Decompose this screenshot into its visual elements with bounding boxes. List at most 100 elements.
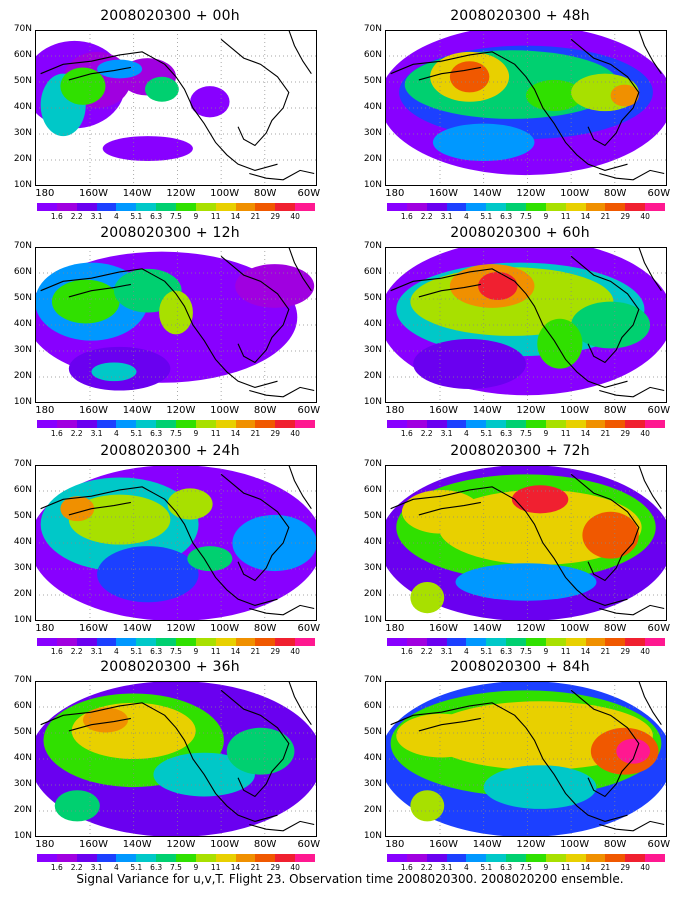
longitude-tick-label: 120W (516, 839, 546, 850)
longitude-tick-label: 180 (35, 623, 55, 634)
colorbar-label: 2.2 (420, 429, 433, 438)
longitude-tick-label: 180 (385, 405, 405, 416)
colorbar-swatch (545, 420, 566, 428)
longitude-tick-label: 140W (472, 188, 502, 199)
colorbar-label: 11 (210, 647, 221, 656)
colorbar-label: 9 (193, 212, 199, 221)
coastline (418, 283, 481, 298)
longitude-tick-label: 180 (35, 188, 55, 199)
latitude-tick-label: 10N (13, 615, 32, 625)
colorbar-swatch (76, 854, 97, 862)
colorbar-swatch (156, 420, 177, 428)
colorbar-swatch (406, 203, 427, 211)
colorbar-swatch (96, 203, 117, 211)
map-frame (385, 465, 667, 621)
colorbar-swatch (645, 420, 666, 428)
variance-contour-region (526, 79, 583, 112)
longitude-tick-label: 160W (428, 623, 458, 634)
colorbar-swatch (426, 638, 447, 646)
colorbar-swatch (235, 638, 256, 646)
colorbar-label: 2.2 (420, 647, 433, 656)
colorbar-swatch (466, 854, 487, 862)
latitude-tick-label: 20N (363, 371, 382, 381)
longitude-tick-label: 60W (647, 188, 671, 199)
latitude-tick-label: 70N (13, 24, 32, 34)
latitude-tick-label: 10N (363, 615, 382, 625)
colorbar-swatch (446, 420, 467, 428)
colorbar-swatch (56, 854, 77, 862)
variance-contour-region (449, 61, 490, 93)
coastline (68, 717, 131, 732)
colorbar-label: 3.1 (440, 212, 453, 221)
latitude-tick-label: 50N (13, 511, 32, 521)
colorbar-swatch (96, 854, 117, 862)
colorbar-swatch (526, 420, 546, 428)
colorbar-label: 2.2 (70, 863, 83, 872)
variance-contour-region (483, 765, 597, 809)
colorbar-swatch (466, 420, 487, 428)
variance-contour-region (167, 488, 213, 520)
variance-contour-region (616, 738, 651, 764)
variance-contour-region (190, 86, 230, 118)
latitude-tick-label: 50N (13, 727, 32, 737)
coastline (599, 169, 665, 181)
colorbar-label: 7.5 (170, 429, 182, 438)
colorbar-swatch (195, 203, 216, 211)
colorbar-swatch (466, 638, 487, 646)
colorbar-label: 4 (114, 647, 119, 656)
colorbar-label: 1.6 (50, 429, 63, 438)
colorbar-swatch (176, 638, 196, 646)
colorbar-label: 11 (210, 863, 221, 872)
colorbar-swatch (565, 854, 586, 862)
panel-title: 2008020300 + 24h (100, 443, 240, 459)
longitude-tick-label: 100W (560, 188, 590, 199)
colorbar-swatch (645, 638, 666, 646)
latitude-tick-label: 70N (363, 241, 382, 251)
coastline (570, 38, 640, 147)
longitude-tick-label: 180 (385, 623, 405, 634)
colorbar-swatch (387, 638, 407, 646)
latitude-tick-label: 20N (363, 589, 382, 599)
longitude-tick-label: 160W (78, 623, 108, 634)
colorbar-swatch (506, 420, 527, 428)
coastline (288, 247, 312, 291)
colorbar-label: 5.1 (480, 863, 493, 872)
coastline (638, 681, 662, 725)
colorbar-swatch (585, 203, 606, 211)
colorbar-label: 21 (600, 647, 611, 656)
variance-contour-region (82, 707, 129, 733)
colorbar-label: 29 (270, 863, 281, 872)
latitude-tick-label: 10N (13, 831, 32, 841)
map-frame (385, 247, 667, 403)
colorbar-label: 3.1 (90, 212, 103, 221)
colorbar-label: 6.3 (150, 212, 163, 221)
colorbar-swatch (37, 203, 57, 211)
colorbar-label: 1.6 (400, 863, 413, 872)
colorbar-swatch (195, 854, 216, 862)
longitude-tick-label: 160W (78, 405, 108, 416)
colorbar-label: 40 (290, 429, 300, 438)
colorbar-swatch (506, 854, 527, 862)
latitude-tick-label: 30N (13, 345, 32, 355)
latitude-tick-label: 60N (363, 701, 382, 711)
colorbar-label: 7.5 (520, 863, 532, 872)
latitude-tick-label: 70N (363, 675, 382, 685)
colorbar-swatch (255, 420, 276, 428)
variance-contour-region (410, 790, 445, 822)
latitude-tick-label: 10N (363, 397, 382, 407)
colorbar-label: 11 (560, 647, 571, 656)
colorbar-swatch (255, 854, 276, 862)
colorbar-swatch (645, 203, 666, 211)
colorbar-swatch (76, 420, 97, 428)
colorbar-label: 7.5 (170, 647, 182, 656)
coastline (638, 247, 662, 291)
longitude-tick-label: 120W (166, 839, 196, 850)
coastline (599, 604, 665, 616)
colorbar-swatch (545, 638, 566, 646)
latitude-tick-label: 40N (13, 753, 32, 763)
longitude-tick-label: 60W (297, 188, 321, 199)
colorbar-label: 6.3 (500, 647, 513, 656)
colorbar-label: 5.1 (480, 647, 493, 656)
colorbar-swatch (625, 854, 646, 862)
colorbar-swatch (585, 420, 606, 428)
